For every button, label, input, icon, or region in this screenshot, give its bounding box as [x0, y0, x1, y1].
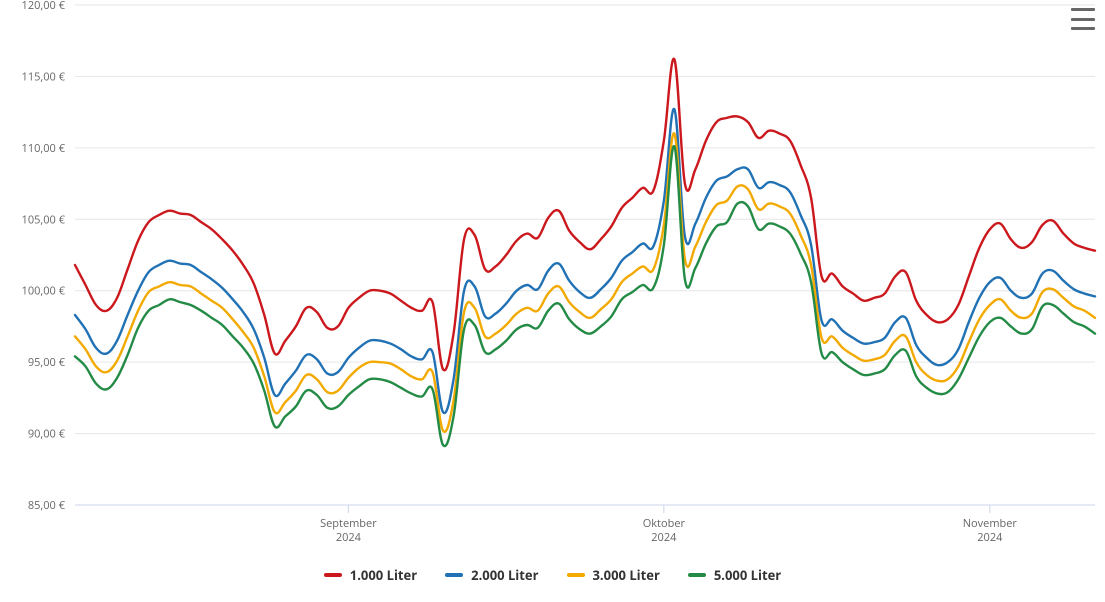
x-tick-label: Oktober	[643, 516, 686, 531]
chart-legend: 1.000 Liter 2.000 Liter 3.000 Liter 5.000 L…	[0, 566, 1105, 584]
hamburger-icon	[1071, 8, 1095, 11]
x-tick-label: November	[963, 516, 1018, 531]
y-tick-label: 105,00 €	[22, 212, 66, 227]
legend-item[interactable]: 1.000 Liter	[324, 566, 417, 584]
y-tick-label: 100,00 €	[22, 284, 66, 299]
y-tick-label: 120,00 €	[22, 0, 66, 13]
legend-label: 3.000 Liter	[593, 566, 660, 584]
legend-item[interactable]: 5.000 Liter	[688, 566, 781, 584]
legend-swatch	[688, 573, 706, 577]
y-tick-label: 115,00 €	[22, 69, 66, 84]
chart-svg: 85,00 € 90,00 € 95,00 € 100,00 € 105,00 € 110…	[0, 0, 1105, 602]
x-tick-label: 2024	[336, 530, 362, 545]
y-tick-label: 110,00 €	[22, 141, 66, 156]
legend-item[interactable]: 2.000 Liter	[445, 566, 538, 584]
legend-swatch	[445, 573, 463, 577]
legend-swatch	[567, 573, 585, 577]
x-tick-label: 2024	[651, 530, 677, 545]
series-line[interactable]	[75, 133, 1095, 432]
legend-label: 1.000 Liter	[350, 566, 417, 584]
x-tick-label: September	[320, 516, 377, 531]
price-chart: 85,00 € 90,00 € 95,00 € 100,00 € 105,00 € 110…	[0, 0, 1105, 602]
y-tick-label: 95,00 €	[28, 355, 66, 370]
series-line[interactable]	[75, 109, 1095, 413]
legend-label: 2.000 Liter	[471, 566, 538, 584]
legend-item[interactable]: 3.000 Liter	[567, 566, 660, 584]
legend-swatch	[324, 573, 342, 577]
x-tick-label: 2024	[977, 530, 1003, 545]
series-line[interactable]	[75, 59, 1095, 371]
y-tick-label: 85,00 €	[28, 498, 66, 513]
legend-label: 5.000 Liter	[714, 566, 781, 584]
chart-menu-button[interactable]	[1071, 6, 1095, 32]
y-tick-label: 90,00 €	[28, 427, 66, 442]
